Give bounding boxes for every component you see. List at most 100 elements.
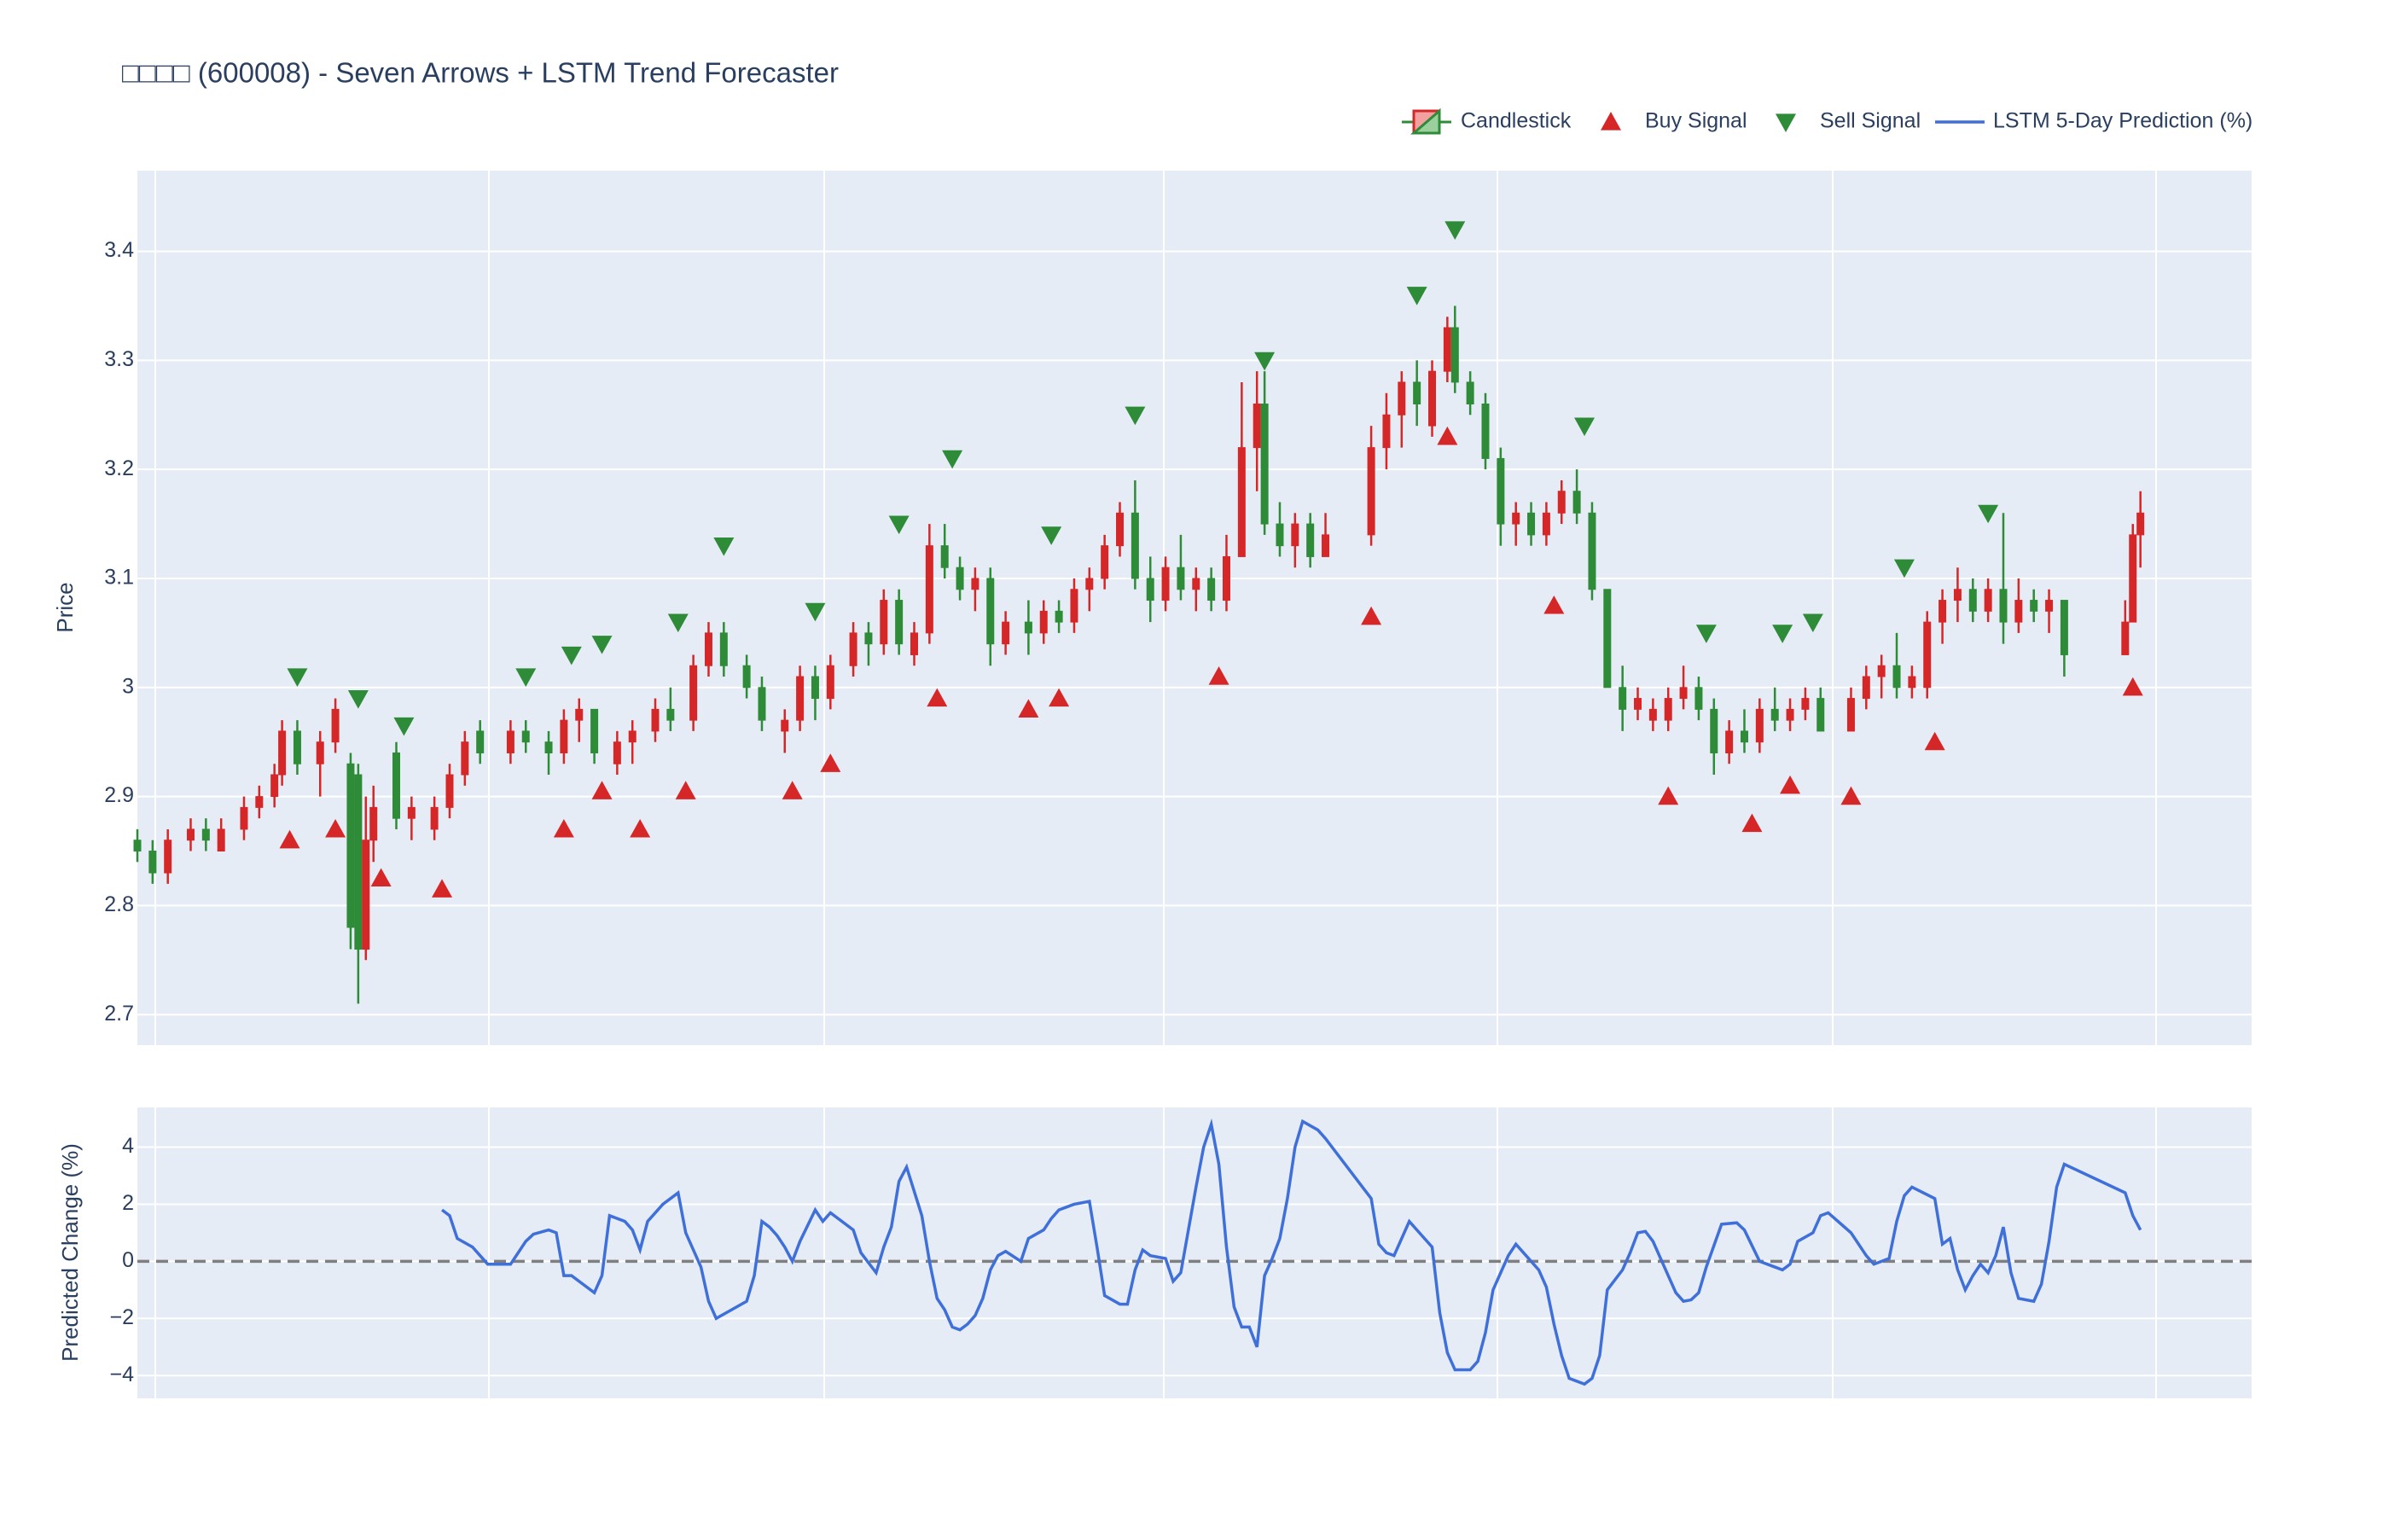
candle-body bbox=[1786, 708, 1794, 721]
sell-marker bbox=[713, 538, 735, 556]
sell-marker bbox=[287, 668, 308, 688]
y-tick-label: 3.3 bbox=[104, 347, 134, 371]
candle-body bbox=[392, 752, 401, 819]
candle-body bbox=[217, 828, 225, 852]
candle-body bbox=[1413, 381, 1421, 405]
buy-marker bbox=[1741, 813, 1763, 833]
candle-body bbox=[331, 708, 340, 743]
candle-body bbox=[1542, 512, 1550, 536]
candle-body bbox=[1846, 698, 1855, 732]
sell-marker bbox=[1978, 504, 1999, 524]
candle-body bbox=[666, 708, 675, 721]
candle-body bbox=[2014, 600, 2023, 623]
candle-body bbox=[1999, 589, 2008, 623]
buy-marker bbox=[927, 688, 948, 707]
sell-marker bbox=[515, 668, 537, 688]
candle-body bbox=[445, 774, 454, 808]
sell-marker bbox=[393, 717, 415, 736]
candle-body bbox=[1428, 370, 1437, 427]
candle-body bbox=[1055, 610, 1063, 623]
y-tick-label: 2 bbox=[122, 1191, 134, 1215]
candle-body bbox=[651, 708, 660, 732]
candle-body bbox=[430, 806, 439, 830]
candle-body bbox=[354, 774, 363, 950]
candle-body bbox=[1237, 447, 1246, 557]
candle-body bbox=[613, 741, 621, 764]
candle-body bbox=[2045, 600, 2054, 612]
candle-body bbox=[811, 676, 819, 700]
sell-marker bbox=[591, 636, 613, 654]
candle-body bbox=[1877, 665, 1886, 677]
prediction-line bbox=[441, 1118, 2142, 1386]
candle-body bbox=[1222, 555, 1230, 601]
y-tick-label: 3 bbox=[122, 674, 134, 698]
candle-body bbox=[461, 741, 469, 776]
candle-body bbox=[2136, 512, 2145, 536]
candle-body bbox=[925, 545, 933, 634]
y-tick-label: 0 bbox=[122, 1248, 134, 1272]
candle-body bbox=[1679, 687, 1688, 700]
candle-body bbox=[1892, 665, 1901, 689]
buy-marker bbox=[1437, 426, 1458, 445]
candle-body bbox=[1588, 512, 1596, 590]
candle-body bbox=[521, 730, 530, 743]
candle-body bbox=[1177, 567, 1185, 590]
candle-body bbox=[544, 741, 553, 753]
y-axis-title: Predicted Change (%) bbox=[57, 1143, 83, 1362]
candle-body bbox=[1755, 708, 1764, 743]
legend-label: Candlestick bbox=[1461, 109, 1572, 133]
legend-label: Buy Signal bbox=[1645, 109, 1747, 133]
buy-marker bbox=[1780, 775, 1801, 794]
sell-marker bbox=[1772, 625, 1793, 643]
buy-marker bbox=[782, 781, 803, 799]
sell-marker bbox=[1695, 625, 1717, 643]
panel: 4 2 0 −2 −4 bbox=[109, 1107, 2252, 1398]
candle-body bbox=[1161, 567, 1170, 601]
buy-marker bbox=[1658, 786, 1679, 805]
sell-marker bbox=[1574, 417, 1596, 437]
buy-marker bbox=[1840, 786, 1862, 805]
candle-body bbox=[880, 600, 888, 645]
candle-body bbox=[164, 840, 172, 874]
candle-body bbox=[590, 708, 599, 753]
sell-marker bbox=[805, 602, 826, 622]
buy-marker bbox=[675, 781, 696, 799]
buy-marker bbox=[370, 868, 392, 887]
buy-marker bbox=[1543, 595, 1565, 614]
candle-body bbox=[1801, 698, 1810, 710]
candle-body bbox=[742, 665, 751, 689]
candle-body bbox=[1694, 687, 1703, 710]
candle-body bbox=[971, 578, 979, 590]
candle-body bbox=[1116, 512, 1125, 547]
candle-body bbox=[1291, 523, 1299, 547]
candle-body bbox=[689, 665, 698, 721]
y-axis-title: Price bbox=[52, 582, 78, 632]
candle-body bbox=[704, 632, 712, 666]
panel: 2.7 2.8 2.9 3 3.1 3.2 3.3 3.4 bbox=[104, 171, 2252, 1045]
candle-body bbox=[560, 719, 568, 753]
candle-body bbox=[240, 806, 248, 830]
buy-marker bbox=[1208, 666, 1229, 685]
candle-body bbox=[1939, 600, 1947, 623]
candle-body bbox=[1443, 327, 1451, 372]
candle-body bbox=[1207, 578, 1216, 601]
candle-body bbox=[1710, 708, 1718, 753]
candle-body bbox=[1770, 708, 1779, 721]
sell-marker bbox=[1893, 559, 1915, 578]
candle-body bbox=[1497, 457, 1505, 525]
candle-body bbox=[2030, 600, 2038, 612]
buy-marker bbox=[2122, 677, 2143, 696]
candle-body bbox=[1276, 523, 1284, 547]
sell-marker bbox=[1125, 406, 1146, 426]
y-tick-label: 2.8 bbox=[104, 892, 134, 916]
buy-marker bbox=[1018, 699, 1039, 718]
candle-body bbox=[849, 632, 857, 666]
candle-body bbox=[1322, 534, 1330, 557]
candle-body bbox=[278, 730, 287, 776]
candle-body bbox=[1572, 491, 1581, 514]
candle-body bbox=[2121, 621, 2130, 655]
candle-body bbox=[1664, 698, 1672, 721]
y-tick-label: 3.2 bbox=[104, 456, 134, 480]
candle-body bbox=[940, 545, 949, 568]
